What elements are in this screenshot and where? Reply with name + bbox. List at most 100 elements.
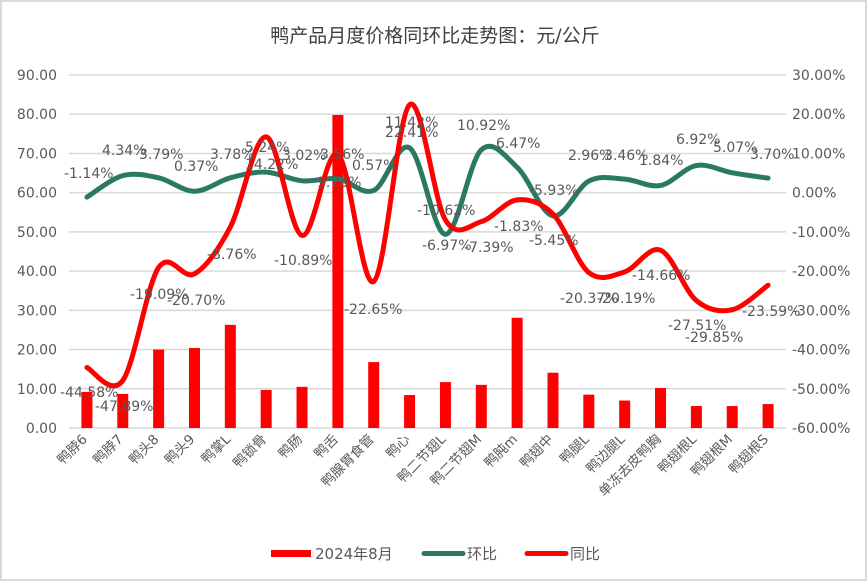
legend-item-mom[interactable]: 环比 (421, 545, 497, 563)
mom-data-label: 5.24% (245, 140, 289, 156)
bar[interactable] (690, 406, 702, 428)
bar[interactable] (188, 347, 200, 428)
bar[interactable] (475, 384, 487, 428)
bar[interactable] (332, 115, 344, 429)
x-axis-label: 鸭头9 (162, 432, 198, 468)
bar[interactable] (153, 349, 165, 428)
x-axis-label: 鸭心 (383, 431, 414, 462)
yoy-data-label: -6.97% (422, 238, 472, 254)
right-axis-tick: 30.00% (792, 68, 845, 84)
left-axis-tick: 10.00 (17, 382, 57, 398)
yoy-data-label: -14.66% (632, 268, 690, 284)
yoy-data-label: -7.39% (464, 240, 514, 256)
x-axis-label: 鸭翅中 (517, 432, 557, 472)
left-axis-tick: 30.00 (17, 303, 57, 319)
bar[interactable] (117, 393, 129, 428)
bar[interactable] (547, 372, 559, 428)
bar[interactable] (762, 404, 774, 428)
left-axis-tick: 20.00 (17, 343, 57, 359)
yoy-line[interactable] (84, 101, 771, 389)
right-axis-tick: -30.00% (792, 303, 850, 319)
legend-item-yoy[interactable]: 同比 (524, 545, 600, 563)
right-axis-tick: 10.00% (792, 146, 845, 162)
right-axis-tick: -50.00% (792, 382, 850, 398)
mom-data-label: 3.46% (604, 148, 648, 164)
legend-item-bar[interactable]: 2024年8月 (271, 545, 393, 563)
left-axis-tick: 50.00 (17, 225, 57, 241)
left-axis-tick: 70.00 (17, 146, 57, 162)
yoy-data-label: -8.76% (207, 247, 257, 263)
x-axis-label: 鸭头8 (126, 432, 162, 468)
bar[interactable] (511, 317, 523, 428)
mom-data-label: 6.47% (496, 136, 540, 152)
right-axis-tick: -40.00% (792, 343, 850, 359)
legend-label: 环比 (467, 545, 497, 563)
mom-data-label: 11.42% (385, 115, 438, 131)
x-axis-label: 鸭舌 (311, 432, 341, 462)
yoy-data-label: -20.37% (560, 291, 618, 307)
mom-data-label: 3.70% (750, 147, 794, 163)
right-axis-tick: -10.00% (792, 225, 850, 241)
legend-label: 2024年8月 (315, 545, 393, 563)
mom-data-label: -5.93% (529, 183, 579, 199)
mom-line[interactable] (84, 143, 771, 237)
mom-data-label: 0.57% (352, 158, 396, 174)
yoy-data-label: 22.41% (385, 125, 438, 141)
mom-data-label: 0.37% (174, 159, 218, 175)
mom-data-label: 4.34% (102, 143, 146, 159)
bar[interactable] (619, 400, 631, 428)
bar[interactable] (368, 362, 380, 428)
x-axis-label: 鸭肫m (481, 432, 521, 472)
mom-data-label: 2.96% (568, 148, 612, 164)
mom-data-label: -1.14% (64, 166, 114, 182)
mom-data-label: 3.78% (210, 147, 254, 163)
x-axis-label: 鸭脖7 (90, 432, 126, 468)
left-axis-tick: 60.00 (17, 186, 57, 202)
bar[interactable] (726, 406, 738, 428)
legend: 2024年8月 环比 同比 (271, 545, 600, 563)
yoy-data-label: -20.19% (597, 291, 655, 307)
bar[interactable] (583, 394, 595, 428)
mom-data-label: 1.84% (639, 153, 683, 169)
legend-label: 同比 (570, 545, 600, 563)
yoy-data-label: -47.89% (95, 399, 153, 415)
yoy-data-label: -22.65% (344, 302, 402, 318)
bar[interactable] (224, 324, 236, 428)
right-axis-tick: -20.00% (792, 264, 850, 280)
mom-data-label: 3.56% (320, 147, 364, 163)
yoy-data-label: -23.59% (742, 304, 800, 320)
chart-title: 鸭产品月度价格同环比走势图：元/公斤 (270, 25, 599, 47)
yoy-data-label: -1.83% (494, 219, 544, 235)
x-axis-label: 鸭掌L (198, 431, 234, 467)
yoy-data-label: -10.89% (274, 253, 332, 269)
left-axis-tick: 90.00 (17, 68, 57, 84)
right-axis-tick: 0.00% (792, 186, 836, 202)
bar[interactable] (655, 387, 667, 428)
left-axis-tick: 80.00 (17, 107, 57, 123)
yoy-data-label: -27.51% (668, 318, 726, 334)
right-axis-tick: -60.00% (792, 421, 850, 437)
yoy-data-label: -44.58% (60, 385, 118, 401)
yoy-data-label: -5.45% (529, 233, 579, 249)
yoy-data-label: 9.78% (317, 175, 361, 191)
data-labels: -1.14% 4.34%3.79%0.37%3.78%5.24%3.02%3.56… (60, 115, 800, 415)
yoy-data-label: 14.22% (245, 157, 298, 173)
right-axis-tick: 20.00% (792, 107, 845, 123)
bar[interactable] (296, 386, 308, 428)
yoy-data-label: -20.70% (167, 293, 225, 309)
mom-data-label: 3.79% (139, 147, 183, 163)
mom-data-label: 10.92% (457, 118, 510, 134)
bar[interactable] (81, 391, 93, 428)
bar[interactable] (404, 395, 416, 428)
bar[interactable] (260, 389, 272, 428)
x-axis-label: 鸭肠 (275, 432, 305, 462)
left-axis-tick: 40.00 (17, 264, 57, 280)
x-axis-label: 鸭翅根S (726, 432, 772, 478)
mom-data-label: 3.02% (282, 148, 326, 164)
x-axis-label: 鸭脖6 (54, 432, 90, 468)
mom-data-label: 6.92% (676, 132, 720, 148)
bar[interactable] (439, 382, 451, 428)
